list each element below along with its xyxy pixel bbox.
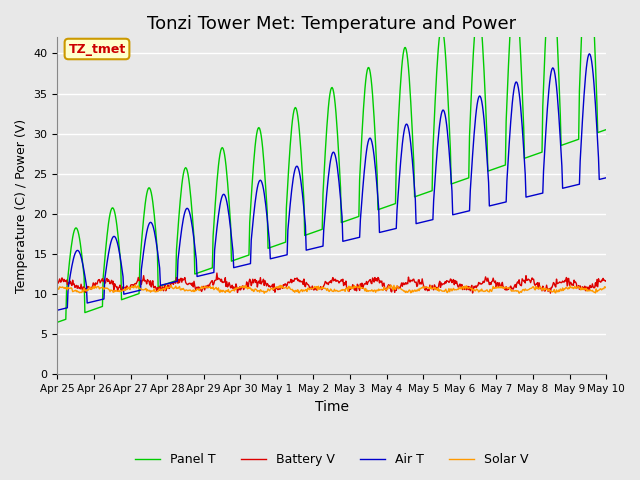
Solar V xyxy=(63,287,71,293)
Y-axis label: Temperature (C) / Power (V): Temperature (C) / Power (V) xyxy=(15,119,28,293)
Solar V xyxy=(602,284,610,290)
Battery V xyxy=(63,282,71,288)
Line: Battery V: Battery V xyxy=(58,273,606,293)
Air T xyxy=(120,291,127,297)
Panel T xyxy=(602,127,610,132)
Line: Panel T: Panel T xyxy=(58,0,606,322)
Battery V xyxy=(399,280,407,286)
Battery V xyxy=(175,280,183,286)
Solar V xyxy=(416,286,424,291)
Solar V xyxy=(120,288,127,293)
Battery V xyxy=(415,277,423,283)
Solar V xyxy=(260,290,268,296)
Legend: Panel T, Battery V, Air T, Solar V: Panel T, Battery V, Air T, Solar V xyxy=(131,448,533,471)
Panel T xyxy=(120,296,127,302)
Solar V xyxy=(131,282,139,288)
X-axis label: Time: Time xyxy=(315,400,349,414)
Battery V xyxy=(54,279,61,285)
Battery V xyxy=(213,270,221,276)
Line: Solar V: Solar V xyxy=(58,285,606,293)
Line: Air T: Air T xyxy=(58,54,606,310)
Air T xyxy=(205,271,212,276)
Battery V xyxy=(547,290,554,296)
Air T xyxy=(586,51,593,57)
Solar V xyxy=(177,287,184,292)
Solar V xyxy=(205,284,213,290)
Air T xyxy=(399,141,406,147)
Panel T xyxy=(415,192,422,198)
Panel T xyxy=(54,319,61,325)
Battery V xyxy=(120,285,127,291)
Panel T xyxy=(205,266,212,272)
Panel T xyxy=(399,58,406,63)
Panel T xyxy=(63,280,71,286)
Panel T xyxy=(175,206,183,212)
Air T xyxy=(602,175,610,180)
Air T xyxy=(63,305,71,311)
Battery V xyxy=(205,282,212,288)
Solar V xyxy=(400,288,408,294)
Air T xyxy=(415,220,422,226)
Air T xyxy=(175,243,183,249)
Text: TZ_tmet: TZ_tmet xyxy=(68,43,125,56)
Title: Tonzi Tower Met: Temperature and Power: Tonzi Tower Met: Temperature and Power xyxy=(147,15,516,33)
Solar V xyxy=(54,285,61,290)
Air T xyxy=(54,307,61,313)
Battery V xyxy=(602,278,610,284)
